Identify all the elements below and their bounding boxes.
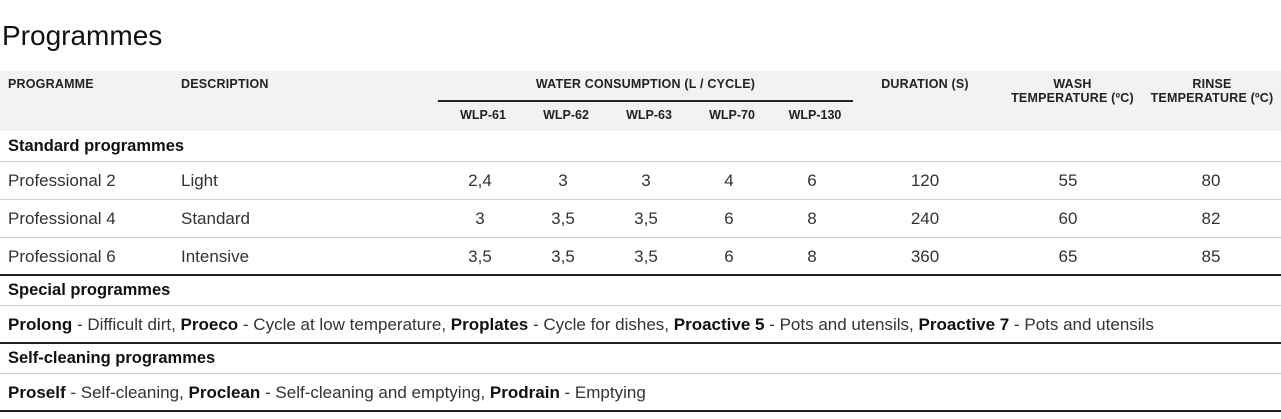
programme-name: Prolong — [8, 315, 73, 334]
cell-water-wlp-130: 6 — [807, 171, 817, 190]
cell-programme: Professional 4 — [8, 209, 116, 228]
cell-water-wlp-62: 3 — [558, 171, 568, 190]
programme-description: - Cycle at low temperature, — [238, 315, 451, 334]
section-heading-standard: Standard programmes — [8, 137, 185, 155]
programme-name: Proactive 7 — [918, 315, 1010, 334]
cell-water-wlp-61: 2,4 — [468, 171, 492, 190]
cell-wash-temperature: 60 — [1058, 209, 1078, 228]
cell-water-wlp-70: 6 — [724, 247, 734, 266]
programme-name: Proself — [8, 383, 66, 402]
column-header-wlp-61: WLP-61 — [460, 108, 506, 122]
cell-water-wlp-61: 3 — [475, 209, 485, 228]
column-header-wlp-70: WLP-70 — [709, 108, 755, 122]
cell-duration: 240 — [910, 209, 940, 228]
programme-description: - Emptying — [559, 383, 646, 402]
programme-description: - Self-cleaning and emptying, — [260, 383, 490, 402]
programme-name: Prodrain — [489, 383, 560, 402]
column-header-water-consumption: WATER CONSUMPTION (L / CYCLE) — [535, 77, 756, 91]
column-header-wlp-130: WLP-130 — [788, 108, 842, 122]
cell-rinse-temperature: 82 — [1201, 209, 1221, 228]
column-header-programme: PROGRAMME — [8, 77, 94, 91]
cell-water-wlp-70: 4 — [724, 171, 734, 190]
column-header-rinse-temp-line1: RINSE — [1192, 77, 1232, 91]
row-divider — [0, 161, 1281, 162]
column-header-description: DESCRIPTION — [181, 77, 269, 91]
column-header-wlp-63: WLP-63 — [626, 108, 672, 122]
column-header-duration: DURATION (S) — [881, 77, 969, 91]
cell-rinse-temperature: 80 — [1201, 171, 1221, 190]
column-header-rinse-temp-line2: TEMPERATURE (ºC) — [1150, 91, 1274, 105]
column-header-wlp-62: WLP-62 — [543, 108, 589, 122]
cell-water-wlp-63: 3 — [641, 171, 651, 190]
programme-description: - Pots and utensils, — [764, 315, 919, 334]
programme-name: Proactive 5 — [673, 315, 765, 334]
cell-description: Intensive — [181, 247, 250, 266]
section-heading-self-cleaning: Self-cleaning programmes — [8, 349, 216, 367]
column-header-wash-temp-line2: TEMPERATURE (ºC) — [1011, 91, 1134, 105]
cell-water-wlp-130: 8 — [807, 209, 817, 228]
header-divider — [438, 100, 853, 102]
row-divider — [0, 237, 1281, 238]
section-heading-special: Special programmes — [8, 281, 171, 299]
cell-water-wlp-63: 3,5 — [634, 209, 658, 228]
cell-rinse-temperature: 85 — [1201, 247, 1221, 266]
cell-description: Standard — [181, 209, 250, 228]
programme-description: - Difficult dirt, — [72, 315, 181, 334]
section-divider — [0, 274, 1281, 276]
cell-water-wlp-130: 8 — [807, 247, 817, 266]
cell-programme: Professional 2 — [8, 171, 116, 190]
programme-description: - Self-cleaning, — [65, 383, 189, 402]
special-programmes-list: Prolong - Difficult dirt, Proeco - Cycle… — [8, 315, 1154, 335]
cell-water-wlp-61: 3,5 — [468, 247, 492, 266]
programme-description: - Pots and utensils — [1009, 315, 1154, 334]
self-cleaning-programmes-list: Proself - Self-cleaning, Proclean - Self… — [8, 383, 646, 403]
section-divider — [0, 410, 1281, 412]
cell-description: Light — [181, 171, 218, 190]
cell-wash-temperature: 65 — [1058, 247, 1078, 266]
cell-wash-temperature: 55 — [1058, 171, 1078, 190]
cell-duration: 360 — [910, 247, 940, 266]
cell-duration: 120 — [910, 171, 940, 190]
programme-description: - Cycle for dishes, — [528, 315, 674, 334]
programme-name: Proclean — [188, 383, 261, 402]
cell-water-wlp-62: 3,5 — [551, 247, 575, 266]
programme-name: Proeco — [180, 315, 239, 334]
cell-programme: Professional 6 — [8, 247, 116, 266]
page-title: Programmes — [2, 20, 163, 51]
row-divider — [0, 373, 1281, 374]
cell-water-wlp-70: 6 — [724, 209, 734, 228]
column-header-wash-temp-line1: WASH — [1053, 77, 1092, 91]
cell-water-wlp-63: 3,5 — [634, 247, 658, 266]
row-divider — [0, 305, 1281, 306]
section-divider — [0, 342, 1281, 344]
cell-water-wlp-62: 3,5 — [551, 209, 575, 228]
row-divider — [0, 199, 1281, 200]
programme-name: Proplates — [450, 315, 529, 334]
